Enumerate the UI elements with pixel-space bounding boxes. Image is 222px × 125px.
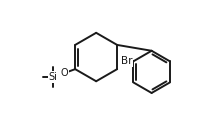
Text: Br: Br — [121, 56, 132, 66]
Text: Si: Si — [49, 72, 57, 82]
Text: O: O — [60, 68, 68, 78]
